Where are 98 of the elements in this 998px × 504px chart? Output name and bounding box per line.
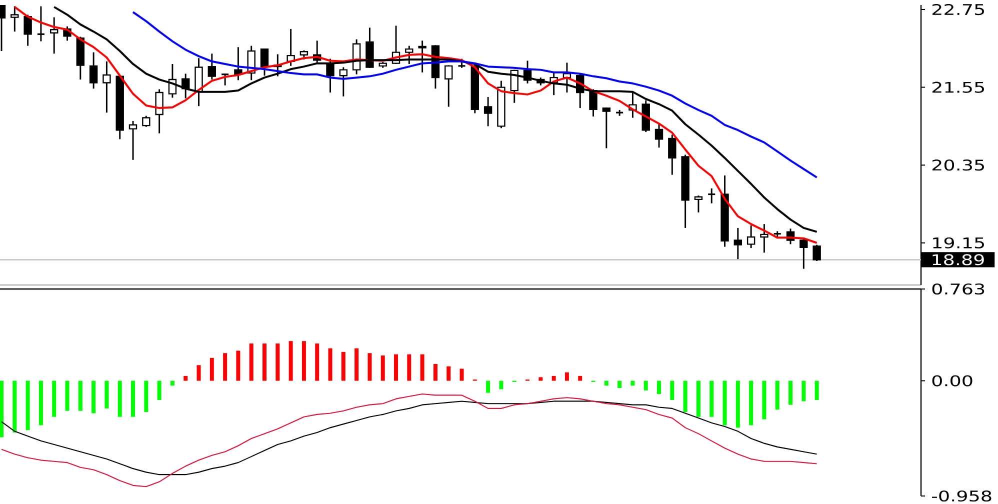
bar [420, 354, 424, 381]
bar [749, 380, 754, 426]
bar [196, 365, 201, 381]
ref-line-label: 18.89 [932, 254, 984, 266]
bar [618, 380, 622, 388]
bar [223, 353, 228, 381]
bar [499, 380, 504, 390]
candlestick [760, 223, 768, 254]
candlestick [326, 58, 334, 94]
candlestick [602, 106, 611, 149]
bar [710, 380, 714, 417]
bar [380, 356, 385, 381]
bar [288, 341, 293, 381]
bar [38, 380, 43, 426]
bar [92, 380, 96, 414]
bar [460, 368, 464, 381]
candlestick [484, 96, 492, 127]
candlestick [800, 238, 808, 270]
bar [736, 380, 740, 428]
bar [538, 377, 543, 381]
bar [564, 372, 569, 381]
bar [302, 341, 306, 381]
candlestick [142, 115, 150, 128]
y-tick-label: 22.75 [932, 4, 984, 16]
bar [578, 376, 582, 381]
bar [184, 376, 188, 381]
bar [486, 380, 490, 393]
candlestick [89, 52, 98, 90]
candlestick [405, 45, 414, 65]
y-tick-label: -0.958 [932, 490, 992, 502]
bar [354, 348, 359, 381]
candlestick [694, 194, 703, 214]
bar [144, 380, 148, 412]
candlestick [234, 46, 242, 81]
bar [52, 380, 56, 417]
bar [131, 380, 136, 417]
candlestick [812, 244, 821, 262]
candlestick [734, 227, 742, 260]
bar [407, 354, 412, 381]
candlestick [668, 134, 676, 176]
bar [249, 343, 254, 381]
candlestick [444, 64, 453, 108]
bar [78, 380, 82, 411]
bar [552, 376, 556, 381]
candlestick [589, 88, 598, 118]
bar [104, 380, 109, 408]
bar [775, 380, 780, 410]
candlestick [128, 120, 138, 161]
bar [802, 380, 806, 402]
bar [722, 380, 727, 426]
bar [814, 380, 819, 400]
bar [26, 380, 30, 430]
bar [276, 343, 280, 381]
line-series [132, 11, 818, 178]
bar [0, 380, 4, 438]
y-tick-label: 20.35 [932, 160, 984, 171]
y-tick-label: 19.15 [933, 237, 984, 248]
candlestick [50, 16, 58, 54]
candlestick [24, 14, 32, 47]
candlestick [36, 6, 46, 42]
bar [696, 380, 700, 417]
bar [788, 380, 793, 405]
bar [683, 380, 688, 412]
candlestick [654, 122, 664, 148]
bar [210, 358, 214, 381]
bar [328, 348, 332, 381]
bar [446, 366, 451, 381]
bar [341, 352, 346, 381]
bar [657, 380, 662, 394]
candlestick [102, 60, 111, 114]
candlestick [418, 40, 426, 74]
bar [12, 380, 17, 432]
candlestick [10, 6, 19, 32]
bar [762, 380, 766, 420]
candlestick [746, 224, 756, 249]
bar [170, 380, 174, 386]
y-tick-label: 0.763 [932, 283, 984, 295]
bar [394, 354, 398, 381]
candlestick [300, 50, 308, 60]
bar [644, 380, 648, 390]
bar [236, 350, 240, 381]
bar [630, 380, 635, 386]
candlestick [208, 52, 216, 80]
candlestick [707, 188, 716, 204]
bar [315, 343, 320, 381]
bar [368, 353, 372, 381]
candlestick [155, 88, 164, 134]
bar [670, 380, 674, 400]
bar [262, 343, 267, 381]
candlestick [220, 72, 230, 86]
bar [157, 380, 162, 400]
y-tick-label: 21.55 [932, 82, 984, 93]
bar [604, 380, 608, 386]
bar [118, 380, 122, 417]
bar [65, 380, 70, 411]
y-tick-label: 0.00 [932, 375, 972, 386]
candlestick [339, 66, 348, 98]
bar [433, 364, 438, 381]
